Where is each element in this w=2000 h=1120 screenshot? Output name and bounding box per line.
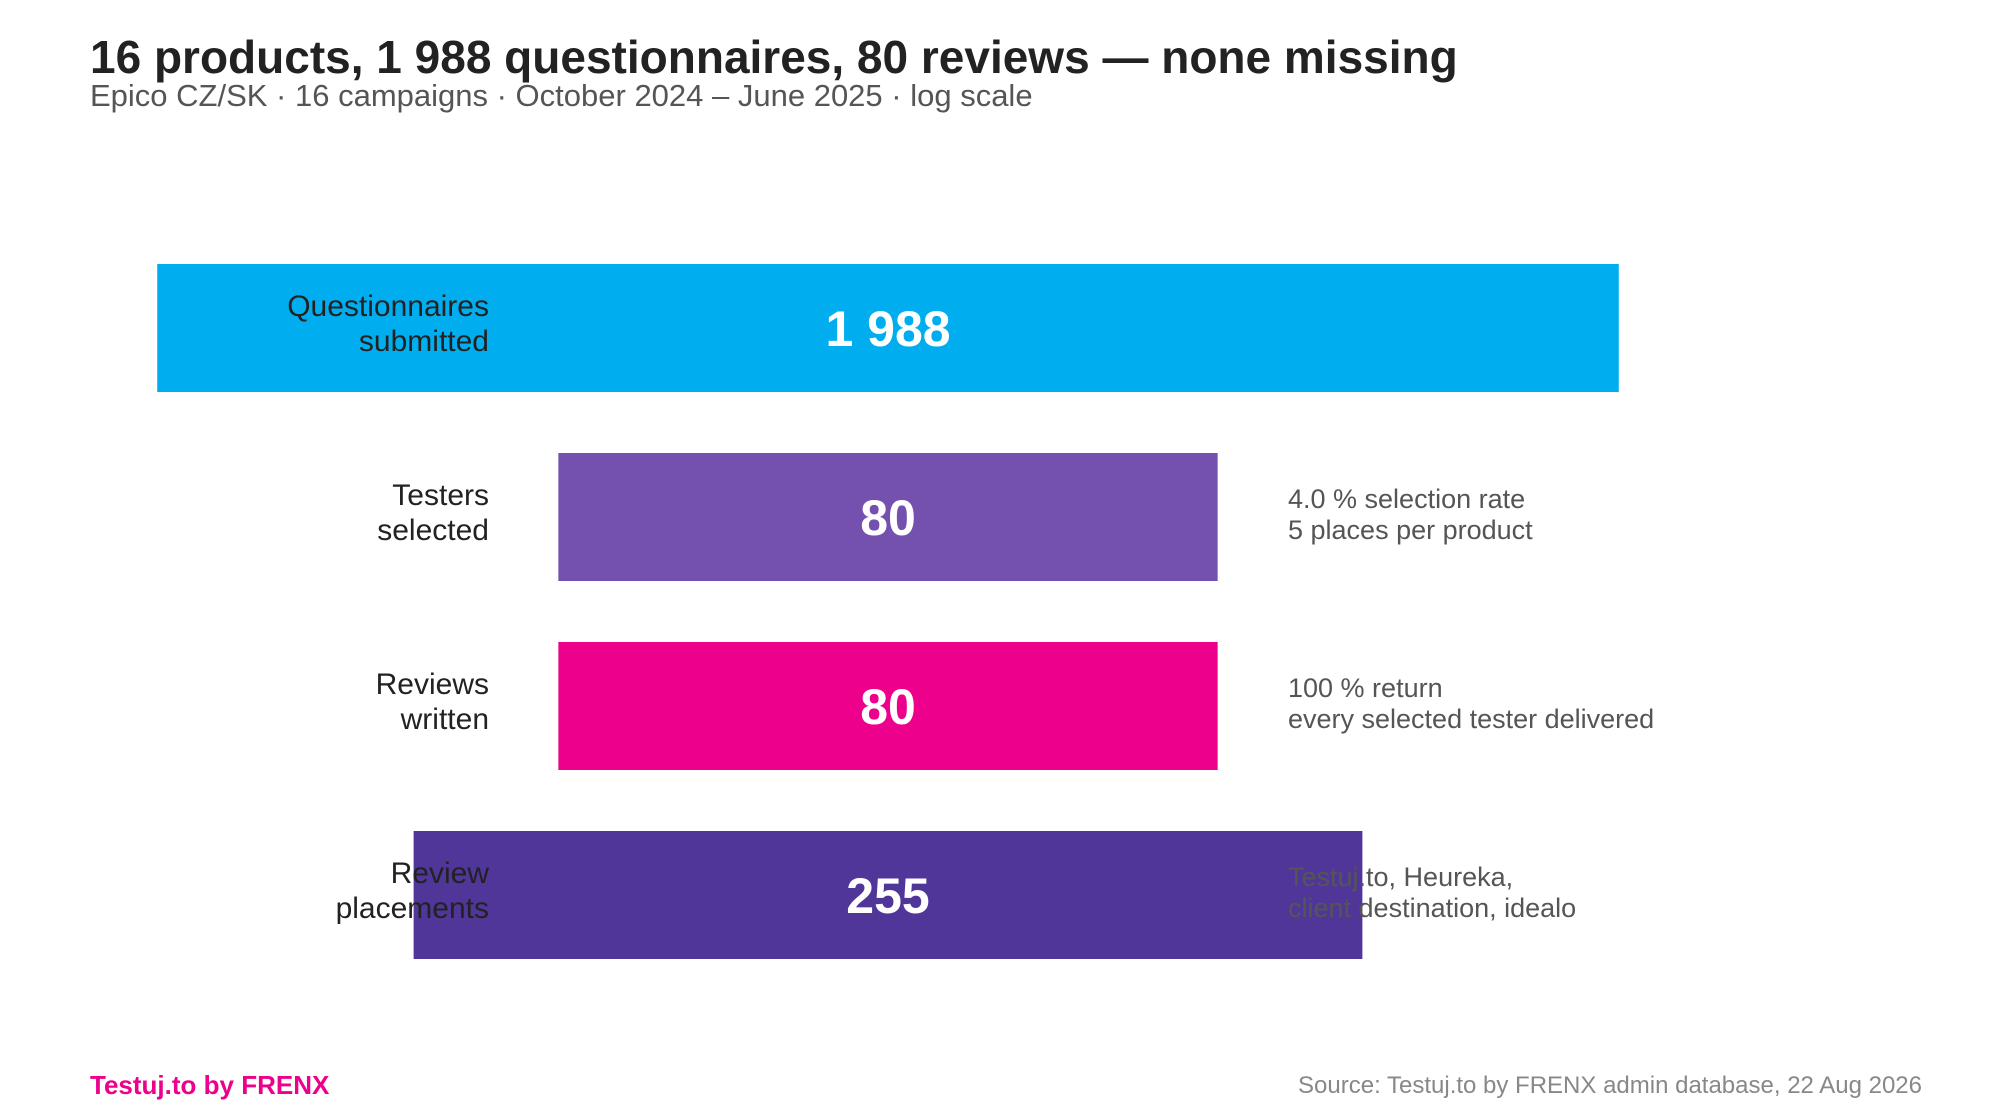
category-label: Testers <box>392 479 489 512</box>
category-label: placements <box>336 892 489 925</box>
bar-value-label: 255 <box>846 868 929 924</box>
bar-value-label: 1 988 <box>825 301 950 357</box>
funnel-bar <box>157 264 1619 392</box>
brand-logo-text: Testuj.to by FRENX <box>90 1070 330 1100</box>
bar-value-label: 80 <box>860 490 916 546</box>
bar-value-label: 80 <box>860 679 916 735</box>
chart-subtitle: Epico CZ/SK · 16 campaigns · October 202… <box>90 78 1033 113</box>
category-label: submitted <box>359 325 489 358</box>
funnel-bar <box>558 642 1218 770</box>
chart-title: 16 products, 1 988 questionnaires, 80 re… <box>90 31 1458 83</box>
bar-annotation: every selected tester delivered <box>1288 704 1654 734</box>
category-label: Review <box>391 857 490 890</box>
bar-annotation: 5 places per product <box>1288 515 1533 545</box>
funnel-bar <box>558 453 1218 581</box>
category-label: Reviews <box>376 668 489 701</box>
category-label: selected <box>377 514 489 547</box>
category-label: Questionnaires <box>287 290 489 323</box>
funnel-bar <box>413 831 1363 959</box>
bar-annotation: Testuj.to, Heureka, <box>1288 862 1513 892</box>
bar-annotation: 100 % return <box>1288 673 1443 703</box>
bar-annotation: 4.0 % selection rate <box>1288 484 1525 514</box>
bar-annotation: client destination, idealo <box>1288 893 1576 923</box>
source-note: Source: Testuj.to by FRENX admin databas… <box>1298 1072 1922 1099</box>
category-label: written <box>400 703 489 736</box>
